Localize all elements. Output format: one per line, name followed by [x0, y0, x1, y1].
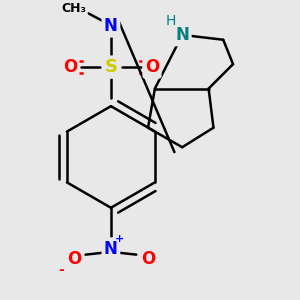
- Text: O: O: [145, 58, 159, 76]
- Text: -: -: [58, 263, 64, 277]
- Text: N: N: [104, 17, 118, 35]
- Text: H: H: [165, 14, 176, 28]
- Text: O: O: [67, 250, 81, 268]
- Text: N: N: [175, 26, 189, 44]
- Text: O: O: [63, 58, 77, 76]
- Text: N: N: [104, 240, 118, 258]
- Text: CH₃: CH₃: [61, 2, 86, 15]
- Text: S: S: [104, 58, 117, 76]
- Text: +: +: [115, 234, 124, 244]
- Text: O: O: [141, 250, 155, 268]
